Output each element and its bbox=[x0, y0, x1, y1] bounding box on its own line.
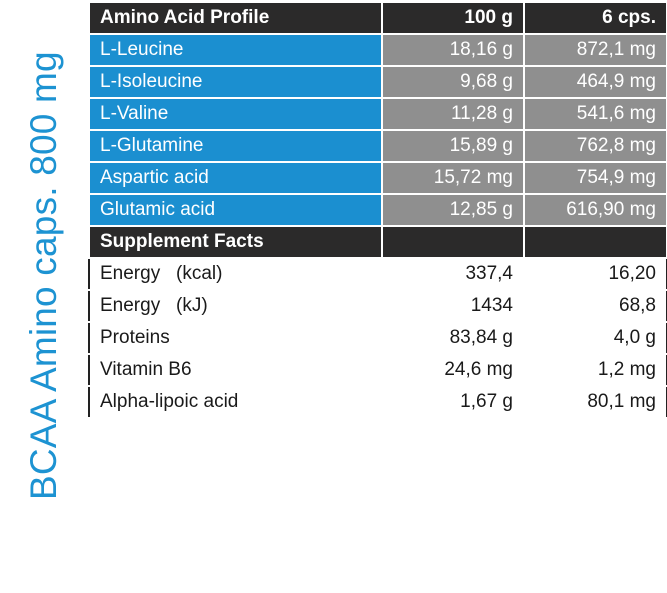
supplement-value-100g: 83,84 g bbox=[381, 321, 525, 355]
table-row: L-Glutamine 15,89 g 762,8 mg bbox=[88, 129, 667, 163]
supplement-name: Alpha-lipoic acid bbox=[88, 385, 383, 419]
supplement-value-6cps: 1,2 mg bbox=[523, 353, 667, 387]
amino-value-100g: 12,85 g bbox=[381, 193, 525, 227]
amino-header-label: Amino Acid Profile bbox=[88, 1, 383, 35]
amino-value-100g: 18,16 g bbox=[381, 33, 525, 67]
supplement-value-100g: 1,67 g bbox=[381, 385, 525, 419]
supplement-value-6cps: 4,0 g bbox=[523, 321, 667, 355]
amino-name: L-Valine bbox=[88, 97, 383, 131]
supplement-value-100g: 1434 bbox=[381, 289, 525, 323]
table-row: L-Isoleucine 9,68 g 464,9 mg bbox=[88, 65, 667, 99]
amino-value-100g: 9,68 g bbox=[381, 65, 525, 99]
amino-value-6cps: 464,9 mg bbox=[523, 65, 667, 99]
amino-value-100g: 15,72 mg bbox=[381, 161, 525, 195]
amino-name: Aspartic acid bbox=[88, 161, 383, 195]
amino-name: Glutamic acid bbox=[88, 193, 383, 227]
amino-value-6cps: 754,9 mg bbox=[523, 161, 667, 195]
amino-name: L-Glutamine bbox=[88, 129, 383, 163]
table-row: Proteins 83,84 g 4,0 g bbox=[88, 321, 667, 355]
amino-value-6cps: 541,6 mg bbox=[523, 97, 667, 131]
table-row: Energy (kJ) 1434 68,8 bbox=[88, 289, 667, 323]
amino-header-row: Amino Acid Profile 100 g 6 cps. bbox=[88, 1, 667, 35]
supplement-value-100g: 337,4 bbox=[381, 257, 525, 291]
amino-value-6cps: 762,8 mg bbox=[523, 129, 667, 163]
supplement-name: Proteins bbox=[88, 321, 383, 355]
table-row: Glutamic acid 12,85 g 616,90 mg bbox=[88, 193, 667, 227]
table-row: Energy (kcal) 337,4 16,20 bbox=[88, 257, 667, 291]
product-title: BCAA Amino caps. 800 mg bbox=[23, 51, 64, 500]
supplement-header-row: Supplement Facts bbox=[88, 225, 667, 259]
amino-value-6cps: 616,90 mg bbox=[523, 193, 667, 227]
supplement-value-100g: 24,6 mg bbox=[381, 353, 525, 387]
supplement-header-blank bbox=[381, 225, 525, 259]
supplement-name: Energy (kJ) bbox=[88, 289, 383, 323]
amino-name: L-Leucine bbox=[88, 33, 383, 67]
table-row: L-Leucine 18,16 g 872,1 mg bbox=[88, 33, 667, 67]
amino-value-6cps: 872,1 mg bbox=[523, 33, 667, 67]
table-row: L-Valine 11,28 g 541,6 mg bbox=[88, 97, 667, 131]
supplement-value-6cps: 16,20 bbox=[523, 257, 667, 291]
supplement-name: Vitamin B6 bbox=[88, 353, 383, 387]
nutrition-table: Amino Acid Profile 100 g 6 cps. L-Leucin… bbox=[88, 1, 667, 419]
amino-name: L-Isoleucine bbox=[88, 65, 383, 99]
column-header-100g: 100 g bbox=[381, 1, 525, 35]
table-row: Aspartic acid 15,72 mg 754,9 mg bbox=[88, 161, 667, 195]
supplement-value-6cps: 80,1 mg bbox=[523, 385, 667, 419]
supplement-header-label: Supplement Facts bbox=[88, 225, 383, 259]
supplement-header-blank bbox=[523, 225, 667, 259]
supplement-name: Energy (kcal) bbox=[88, 257, 383, 291]
table-row: Vitamin B6 24,6 mg 1,2 mg bbox=[88, 353, 667, 387]
table-row: Alpha-lipoic acid 1,67 g 80,1 mg bbox=[88, 385, 667, 419]
column-header-6cps: 6 cps. bbox=[523, 1, 667, 35]
supplement-value-6cps: 68,8 bbox=[523, 289, 667, 323]
amino-value-100g: 15,89 g bbox=[381, 129, 525, 163]
amino-value-100g: 11,28 g bbox=[381, 97, 525, 131]
